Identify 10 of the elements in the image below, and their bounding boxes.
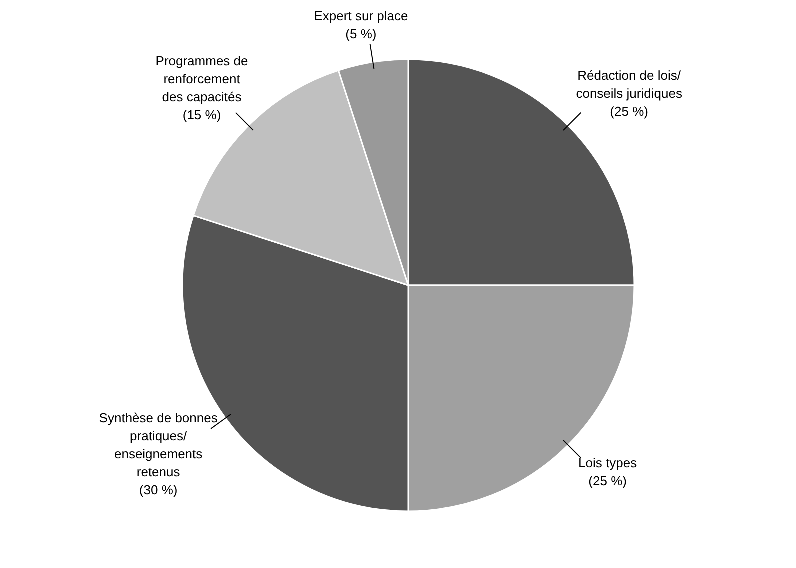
slice-label: Programmes de renforcement des capacités xyxy=(156,54,248,105)
slice-label: Expert sur place xyxy=(314,8,408,24)
slice-label: Synthèse de bonnes pratiques/ enseignements retenus xyxy=(99,410,218,480)
data-label: (5 %) xyxy=(346,26,377,42)
slice-label: Rédaction de lois/ conseils juridiques xyxy=(576,68,683,102)
slice-label: Lois types xyxy=(578,455,638,470)
data-label: (25 %) xyxy=(588,473,627,488)
data-label: (30 %) xyxy=(139,482,178,498)
data-label: (25 %) xyxy=(610,104,648,120)
data-label: (15 %) xyxy=(182,108,222,123)
